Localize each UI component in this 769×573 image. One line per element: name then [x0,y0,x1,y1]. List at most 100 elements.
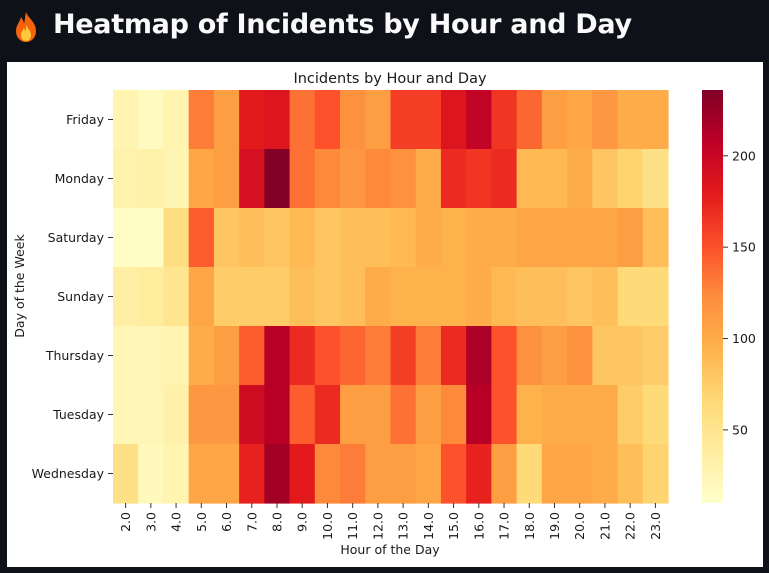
heatmap-cell [239,326,265,386]
heatmap-cell [567,444,593,504]
heatmap-cell [213,326,240,386]
heatmap-cell [163,444,190,504]
heatmap-cell [213,267,240,327]
heatmap-cell [113,326,139,386]
x-tick-label: 10.0 [320,512,335,540]
heatmap-cell [138,149,165,209]
x-tick-label: 20.0 [572,512,587,540]
y-tick-label: Monday [55,171,105,186]
x-tick-label: 18.0 [522,512,537,540]
heatmap-cell [491,267,518,327]
heatmap-cell [365,444,392,504]
colorbar-tick-label: 100 [732,331,756,346]
heatmap-cell [289,444,316,504]
heatmap-cell [642,90,669,150]
heatmap-cell [340,90,366,150]
colorbar-tick-label: 150 [732,240,756,255]
heatmap-cell [592,208,619,268]
x-axis-ticks: 2.0 3.0 4.0 5.0 6.0 7.0 8.0 9.0 10.0 11.0 12.0 13.0… [118,503,663,540]
heatmap-cell [466,267,493,327]
heatmap-cell [390,90,417,150]
heatmap-cell [163,326,190,386]
heatmap-cell [289,267,316,327]
y-tick-label: Wednesday [32,466,105,481]
heatmap-cell [567,90,593,150]
heatmap-cell [264,444,291,504]
heatmap-cell [340,326,366,386]
app-title: Heatmap of Incidents by Hour and Day [53,9,632,40]
heatmap-cell [188,149,215,209]
heatmap-cell [188,444,215,504]
heatmap-cell [466,385,493,445]
x-tick-label: 19.0 [547,512,562,540]
x-tick-label: 23.0 [648,512,663,540]
heatmap-cell [340,385,366,445]
y-tick-label: Friday [66,112,104,127]
heatmap-cell [213,208,240,268]
heatmap-cell [617,385,644,445]
heatmap-cell [541,385,568,445]
x-tick-label: 17.0 [497,512,512,540]
x-tick-label: 2.0 [118,512,133,532]
heatmap-cell [491,326,518,386]
heatmap-cell [642,326,669,386]
heatmap-cell [440,326,467,386]
x-tick-label: 9.0 [295,512,310,532]
heatmap-cell [415,326,442,386]
x-tick-label: 14.0 [421,512,436,540]
heatmap-cell [163,149,190,209]
x-tick-label: 4.0 [169,512,184,532]
x-tick-label: 15.0 [446,512,461,540]
heatmap-cell [113,267,139,327]
x-tick-label: 21.0 [597,512,612,540]
heatmap-cell [340,149,366,209]
heatmap-cell [592,267,619,327]
heatmap-cell [491,90,518,150]
heatmap-cell [314,267,341,327]
heatmap-cell [466,90,493,150]
heatmap-cell [390,385,417,445]
heatmap-cell [491,444,518,504]
x-tick-label: 11.0 [345,512,360,540]
y-tick-label: Thursday [45,348,105,363]
heatmap-cell [466,444,493,504]
heatmap-cell [567,208,593,268]
heatmap-cell [113,385,139,445]
heatmap-cell [264,267,291,327]
heatmap-cell [516,208,543,268]
heatmap-cell [365,90,392,150]
heatmap-cell [516,444,543,504]
heatmap-cell [592,385,619,445]
x-tick-label: 12.0 [370,512,385,540]
heatmap-cell [617,90,644,150]
heatmap-cell [113,90,139,150]
heatmap-cell [440,385,467,445]
heatmap-cell [365,149,392,209]
heatmap-cell [541,90,568,150]
heatmap-cell [642,267,669,327]
heatmap-cell [592,444,619,504]
heatmap-cell [289,208,316,268]
heatmap-cell [314,208,341,268]
heatmap-cell [239,90,265,150]
heatmap-cell [365,326,392,386]
heatmap-cell [239,385,265,445]
heatmap-cell [390,326,417,386]
heatmap-cell [491,385,518,445]
heatmap-cell [541,208,568,268]
heatmap-cell [138,444,165,504]
heatmap-cell [264,208,291,268]
heatmap-cell [314,326,341,386]
heatmap-cell [642,444,669,504]
x-tick-label: 3.0 [143,512,158,532]
heatmap-cell [567,385,593,445]
heatmap-cell [138,90,165,150]
heatmap-cell [617,208,644,268]
heatmap-cell [541,267,568,327]
heatmap-cell [340,267,366,327]
heatmap-cell [213,385,240,445]
heatmap-cell [516,385,543,445]
heatmap-cell [113,208,139,268]
heatmap-cell [440,267,467,327]
x-tick-label: 7.0 [244,512,259,532]
